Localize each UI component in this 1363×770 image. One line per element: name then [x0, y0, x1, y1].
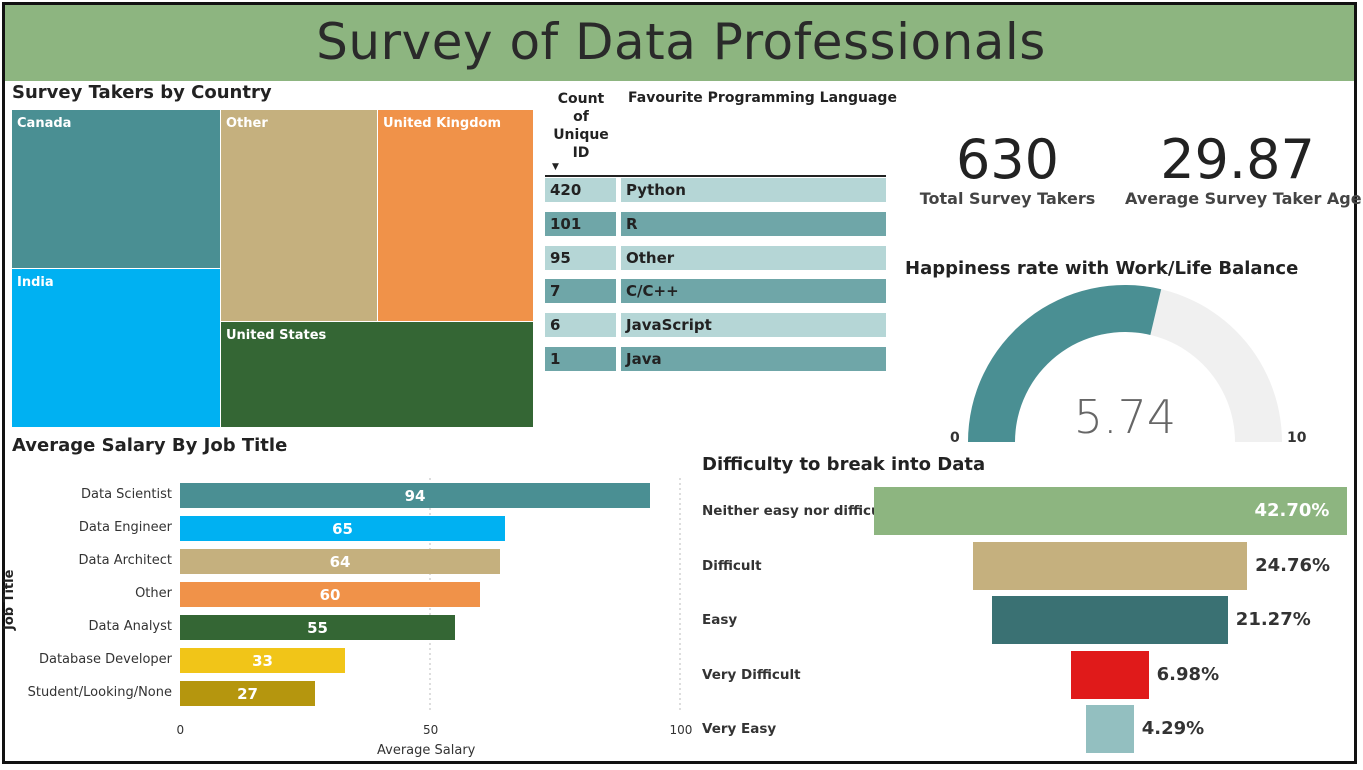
gauge-fill: [968, 285, 1162, 442]
salary-bar[interactable]: [180, 615, 455, 640]
treemap-label: United Kingdom: [383, 116, 502, 131]
bar-category-label: Student/Looking/None: [27, 685, 172, 700]
gauge-value: 5.74: [1073, 390, 1177, 444]
x-tick-label: 100: [669, 723, 693, 737]
gauge-min-label: 0: [950, 430, 960, 446]
salary-bar[interactable]: [180, 549, 500, 574]
table-cell-language[interactable]: Python: [621, 178, 886, 202]
table-header-count[interactable]: Count of Unique ID: [553, 91, 609, 161]
treemap-label: India: [17, 275, 54, 290]
funnel-category-label: Difficult: [702, 557, 762, 574]
salary-bar[interactable]: [180, 516, 505, 541]
bar-category-label: Data Architect: [78, 553, 172, 568]
gauge-max-label: 10: [1287, 430, 1307, 446]
x-tick-label: 0: [176, 723, 185, 737]
salary-bar[interactable]: [180, 582, 480, 607]
funnel-value-label: 24.76%: [1255, 554, 1331, 576]
bar-category-label: Data Scientist: [81, 487, 172, 502]
bar-value-label: 33: [252, 652, 273, 670]
title-banner: Survey of Data Professionals: [5, 5, 1357, 81]
table-cell-count[interactable]: 6: [545, 313, 616, 338]
funnel-bar[interactable]: [1071, 650, 1149, 699]
salary-bar[interactable]: [180, 648, 345, 673]
table-header-language[interactable]: Favourite Programming Language: [628, 90, 897, 106]
bar-category-label: Database Developer: [38, 652, 172, 667]
funnel-bar[interactable]: [992, 596, 1228, 644]
salary-bar[interactable]: [180, 483, 650, 508]
dashboard-title: Survey of Data Professionals: [316, 13, 1046, 71]
table-cell-count[interactable]: 95: [545, 245, 616, 270]
x-tick-label: 50: [423, 723, 439, 737]
treemap-label: Canada: [17, 116, 72, 131]
table-cell-language[interactable]: R: [621, 211, 886, 236]
kpi-age-value: 29.87: [1160, 128, 1315, 191]
table-cell-language[interactable]: C/C++: [621, 279, 886, 304]
bar-value-label: 65: [332, 520, 353, 538]
treemap-cell-united-kingdom[interactable]: United Kingdom: [377, 109, 534, 322]
table-cell-count[interactable]: 101: [545, 211, 616, 236]
table-cell-language[interactable]: Java: [621, 347, 886, 371]
kpi-total-label: Total Survey Takers: [919, 189, 1096, 208]
treemap-cell-united-states[interactable]: United States: [220, 321, 534, 428]
bar-category-label: Other: [135, 586, 172, 601]
bar-x-axis-label: Average Salary: [377, 743, 476, 758]
bar-value-label: 55: [307, 619, 328, 637]
table-cell-language[interactable]: JavaScript: [621, 313, 886, 338]
bar-value-label: 27: [237, 685, 258, 703]
table-cell-count[interactable]: 420: [545, 178, 616, 202]
funnel-bar[interactable]: [1086, 705, 1134, 753]
funnel-value-label: 21.27%: [1235, 609, 1311, 630]
funnel-value-label: 4.29%: [1141, 718, 1205, 739]
funnel-value-label: 6.98%: [1156, 663, 1220, 685]
bar-value-label: 64: [329, 553, 351, 571]
funnel-title: Difficulty to break into Data: [702, 454, 986, 475]
happiness-gauge: [968, 285, 1282, 442]
salary-bar[interactable]: [180, 681, 315, 706]
gauge-title: Happiness rate with Work/Life Balance: [905, 258, 1299, 279]
table-header-divider: [545, 175, 886, 177]
funnel-bar[interactable]: [873, 487, 1347, 535]
treemap-cell-india[interactable]: India: [11, 268, 221, 428]
bar-category-label: Data Engineer: [78, 520, 172, 535]
table-cell-language[interactable]: Other: [621, 245, 886, 270]
funnel-category-label: Neither easy nor difficult: [702, 503, 892, 519]
bar-category-label: Data Analyst: [88, 619, 172, 634]
funnel-category-label: Very Difficult: [702, 666, 801, 683]
kpi-total-value: 630: [955, 128, 1060, 191]
treemap-label: Other: [226, 116, 268, 131]
bar-value-label: 60: [319, 586, 341, 604]
funnel-category-label: Easy: [702, 612, 738, 628]
funnel-bar[interactable]: [972, 541, 1248, 590]
table-cell-count[interactable]: 1: [545, 347, 616, 371]
funnel-value-label: 42.70%: [1254, 500, 1330, 521]
treemap-label: United States: [226, 328, 327, 343]
bar-chart-title: Average Salary By Job Title: [12, 435, 288, 456]
funnel-category-label: Very Easy: [702, 721, 777, 737]
kpi-age-label: Average Survey Taker Age: [1125, 189, 1362, 208]
treemap-title: Survey Takers by Country: [12, 82, 272, 103]
bar-value-label: 94: [404, 487, 426, 505]
table-cell-count[interactable]: 7: [545, 279, 616, 304]
sort-desc-icon[interactable]: ▼: [552, 162, 559, 172]
